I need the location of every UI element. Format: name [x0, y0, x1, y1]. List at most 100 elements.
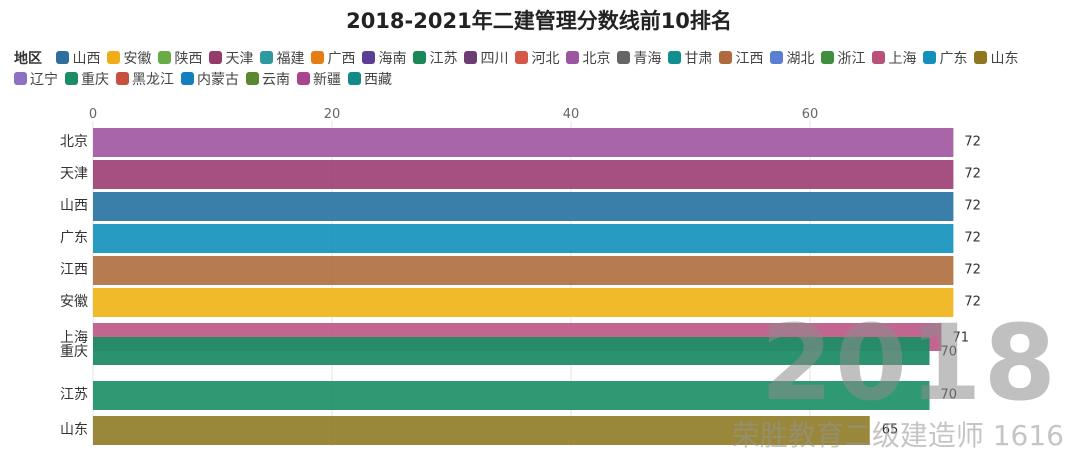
watermark-text: 荣胜教育二级建造师 1616 [731, 419, 1064, 452]
category-label: 上海 [60, 330, 88, 346]
legend-swatch [56, 51, 70, 64]
category-label: 重庆 [60, 344, 88, 360]
legend-item[interactable]: 广东 [923, 49, 967, 70]
value-label: 72 [964, 295, 981, 310]
x-tick-label: 40 [563, 107, 580, 122]
category-label: 江西 [60, 262, 88, 278]
legend-swatch [362, 51, 376, 64]
legend-item[interactable]: 陕西 [158, 49, 202, 70]
category-label: 江苏 [60, 387, 88, 403]
legend-label: 四川 [480, 51, 509, 67]
legend-item[interactable]: 浙江 [821, 49, 865, 70]
legend-label: 重庆 [81, 72, 109, 88]
legend-item[interactable]: 上海 [872, 49, 916, 70]
legend-swatch [348, 72, 361, 85]
legend-item[interactable]: 西藏 [348, 70, 392, 91]
legend-swatch [515, 51, 529, 64]
legend-swatch [770, 51, 784, 64]
bar-山西[interactable] [93, 192, 954, 221]
legend-swatch [65, 72, 78, 85]
legend-item[interactable]: 广西 [311, 49, 355, 70]
value-label: 72 [964, 135, 981, 150]
value-label: 72 [964, 263, 981, 278]
bar-江苏[interactable] [93, 381, 930, 410]
legend-swatch [116, 72, 129, 85]
legend-label: 甘肃 [684, 51, 713, 67]
x-tick-label: 0 [89, 107, 97, 122]
x-tick-label: 20 [324, 107, 341, 122]
x-tick-label: 60 [802, 107, 819, 122]
legend-item[interactable]: 山西 [56, 49, 100, 70]
legend-swatch [311, 51, 325, 64]
legend-swatch [821, 51, 835, 64]
bar-重庆[interactable] [93, 337, 930, 365]
legend-swatch [260, 51, 274, 64]
legend-swatch [181, 72, 194, 85]
bar-广东[interactable] [93, 224, 954, 253]
legend-item[interactable]: 北京 [566, 49, 610, 70]
value-label: 72 [964, 231, 981, 246]
bar-江西[interactable] [93, 256, 954, 285]
legend-item[interactable]: 四川 [464, 49, 508, 70]
legend-label: 浙江 [837, 51, 866, 67]
legend-label: 福建 [276, 51, 305, 67]
legend-item[interactable]: 山东 [974, 49, 1018, 70]
legend-label: 湖北 [786, 51, 815, 67]
legend-item[interactable]: 安徽 [107, 49, 151, 70]
legend-label: 新疆 [313, 72, 341, 88]
legend-label: 内蒙古 [197, 72, 239, 88]
legend-label: 山西 [72, 51, 101, 67]
legend: 地区 山西 安徽 陕西 天津 福建 广西 海南 江苏 四川 河北 北京 青海 甘肃 江西 湖北 浙江 上海 广东 山… [14, 49, 1069, 91]
category-label: 山西 [60, 198, 88, 214]
bar-山东[interactable] [93, 416, 870, 445]
legend-label: 江苏 [429, 51, 458, 67]
legend-swatch [413, 51, 427, 64]
legend-label: 河北 [531, 51, 560, 67]
legend-item[interactable]: 黑龙江 [116, 70, 174, 91]
legend-item[interactable]: 海南 [362, 49, 406, 70]
legend-swatch [107, 51, 121, 64]
legend-swatch [464, 51, 478, 64]
legend-item[interactable]: 甘肃 [668, 49, 712, 70]
bar-安徽[interactable] [93, 288, 954, 317]
legend-label: 黑龙江 [132, 72, 174, 88]
bar-天津[interactable] [93, 160, 954, 189]
legend-label: 海南 [378, 51, 407, 67]
value-label: 65 [882, 423, 899, 438]
legend-label: 北京 [582, 51, 611, 67]
legend-label: 青海 [633, 51, 662, 67]
legend-item[interactable]: 辽宁 [14, 70, 58, 91]
category-label: 天津 [60, 166, 88, 182]
legend-swatch [246, 72, 259, 85]
legend-swatch [566, 51, 580, 64]
legend-item[interactable]: 天津 [209, 49, 253, 70]
legend-item[interactable]: 新疆 [297, 70, 341, 91]
legend-swatch [14, 72, 27, 85]
legend-item[interactable]: 江苏 [413, 49, 457, 70]
legend-swatch [297, 72, 310, 85]
value-label: 71 [952, 331, 969, 346]
legend-item[interactable]: 江西 [719, 49, 763, 70]
bar-北京[interactable] [93, 128, 954, 157]
chart-title: 2018-2021年二建管理分数线前10排名 [346, 9, 732, 33]
legend-label: 云南 [262, 72, 290, 88]
legend-swatch [617, 51, 631, 64]
legend-label: 天津 [225, 51, 254, 67]
category-label: 广东 [60, 230, 88, 246]
legend-item[interactable]: 河北 [515, 49, 559, 70]
legend-label: 上海 [888, 51, 917, 67]
legend-swatch [974, 51, 988, 64]
legend-label: 广西 [327, 51, 356, 67]
legend-item[interactable]: 福建 [260, 49, 304, 70]
legend-swatch [209, 51, 223, 64]
category-label: 安徽 [60, 294, 88, 310]
legend-label: 江西 [735, 51, 764, 67]
legend-item[interactable]: 内蒙古 [181, 70, 239, 91]
legend-item[interactable]: 湖北 [770, 49, 814, 70]
legend-item[interactable]: 青海 [617, 49, 661, 70]
legend-item[interactable]: 重庆 [65, 70, 109, 91]
legend-item[interactable]: 云南 [246, 70, 290, 91]
category-label: 北京 [60, 134, 88, 150]
legend-swatch [923, 51, 937, 64]
